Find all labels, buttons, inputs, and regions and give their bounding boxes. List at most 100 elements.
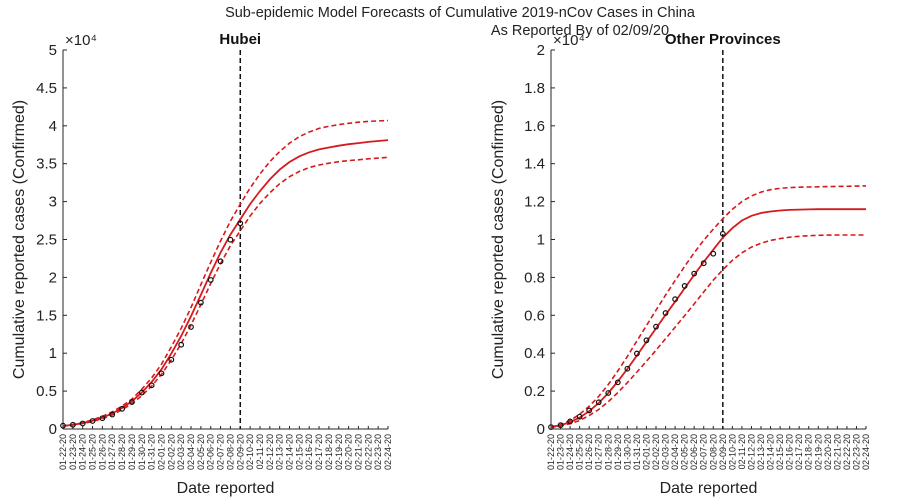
observed-point (557, 422, 564, 429)
x-tick-label: 02-13-20 (275, 434, 285, 470)
observed-point (178, 341, 185, 348)
x-axis-label: Date reported (660, 480, 758, 497)
observed-point (158, 370, 165, 377)
x-tick-label: 02-01-20 (641, 434, 651, 470)
model-fit-line (550, 208, 866, 428)
x-tick-label: 01-22-20 (58, 434, 68, 470)
x-tick-label: 02-16-20 (304, 434, 314, 470)
x-tick-label: 02-11-20 (737, 434, 747, 469)
y-tick-label: 0 (49, 421, 57, 438)
x-tick-label: 02-09-20 (235, 434, 245, 470)
y-axis-label: Cumulative reported cases (Confirmed) (11, 100, 28, 379)
observed-point (691, 270, 698, 277)
y-tick-label: 3 (49, 194, 57, 211)
y-tick-label: 4 (49, 118, 57, 135)
observed-point (662, 310, 669, 316)
y-tick-label: 2 (49, 269, 57, 286)
x-tick-label: 02-13-20 (756, 434, 766, 470)
observed-point (207, 277, 214, 283)
x-tick-label: 02-12-20 (265, 434, 275, 470)
observed-point (129, 399, 135, 405)
y-tick-label: 1.2 (524, 194, 545, 211)
observed-point (576, 413, 583, 420)
observed-point (710, 250, 717, 257)
x-tick-label: 01-31-20 (147, 434, 157, 470)
upper-bound-line (550, 185, 867, 428)
observed-point (188, 324, 194, 330)
y-tick-label: 3.5 (36, 156, 57, 173)
x-tick-label: 01-24-20 (78, 434, 88, 470)
x-tick-label: 02-06-20 (206, 434, 216, 470)
x-tick-label: 02-04-20 (186, 434, 196, 470)
observed-point (653, 323, 659, 330)
x-tick-label: 02-04-20 (670, 434, 680, 470)
y-tick-label: 0.6 (524, 307, 545, 324)
x-tick-label: 01-30-20 (137, 434, 147, 470)
x-tick-label: 02-17-20 (314, 434, 324, 470)
x-tick-label: 01-24-20 (565, 434, 575, 470)
observed-point (60, 422, 66, 429)
x-tick-label: 02-18-20 (324, 434, 334, 470)
x-tick-label: 02-07-20 (216, 434, 226, 470)
x-tick-label: 02-08-20 (225, 434, 235, 470)
x-tick-label: 02-16-20 (785, 434, 795, 470)
model-fit-line (62, 139, 389, 427)
observed-point (567, 418, 573, 425)
observed-point (99, 415, 106, 422)
y-multiplier: ×10⁴ (553, 32, 585, 49)
observed-point (197, 299, 204, 306)
observed-point (69, 421, 76, 428)
x-tick-label: 02-01-20 (156, 434, 166, 470)
observed-point (119, 405, 125, 412)
y-axis-label: Cumulative reported cases (Confirmed) (490, 100, 507, 379)
x-tick-label: 02-05-20 (680, 434, 690, 470)
x-tick-label: 02-06-20 (689, 434, 699, 470)
x-tick-label: 02-07-20 (699, 434, 709, 470)
observed-point (700, 260, 707, 267)
x-tick-label: 02-14-20 (285, 434, 295, 470)
x-axis-label: Date reported (177, 480, 275, 497)
y-tick-label: 1 (49, 345, 57, 362)
y-tick-label: 0 (537, 421, 545, 438)
x-tick-label: 02-24-20 (383, 434, 393, 470)
observed-point (614, 379, 621, 386)
x-tick-label: 02-20-20 (823, 434, 833, 470)
y-tick-label: 2 (537, 42, 545, 59)
x-tick-label: 02-14-20 (766, 434, 776, 470)
x-tick-label: 02-15-20 (294, 434, 304, 470)
x-tick-label: 02-03-20 (176, 434, 186, 470)
y-tick-label: 2.5 (36, 232, 57, 249)
x-tick-label: 01-22-20 (546, 434, 556, 470)
observed-point (719, 230, 726, 237)
x-tick-label: 01-26-20 (97, 434, 107, 470)
panel-title: Other Provinces (665, 31, 781, 48)
observed-point (109, 411, 116, 418)
observed-point (148, 382, 155, 389)
lower-bound-line (62, 156, 389, 427)
x-tick-label: 02-21-20 (353, 434, 363, 470)
x-tick-label: 01-28-20 (117, 434, 127, 470)
x-tick-label: 02-23-20 (851, 434, 861, 470)
y-tick-label: 1.5 (36, 307, 57, 324)
y-tick-label: 5 (49, 42, 57, 59)
y-tick-label: 1 (537, 232, 545, 249)
figure-subtitle: As Reported By of 02/09/20 (490, 23, 670, 39)
x-tick-label: 01-23-20 (68, 434, 78, 470)
observed-point (586, 407, 593, 414)
x-tick-label: 01-27-20 (107, 434, 117, 470)
x-tick-label: 02-20-20 (344, 434, 354, 470)
lower-bound-line (550, 234, 866, 428)
x-tick-label: 02-08-20 (708, 434, 718, 470)
observed-point (138, 389, 145, 396)
y-multiplier: ×10⁴ (65, 32, 97, 49)
y-tick-label: 0.5 (36, 383, 57, 400)
panel-1: 0 0.5 1 1.5 2 2.5 3 3.5 4 4.5 5 ×10⁴ 01-22-20 01-23-2… (11, 31, 393, 497)
observed-point (79, 420, 86, 427)
x-tick-label: 01-29-20 (127, 434, 137, 470)
observed-point (89, 418, 96, 424)
x-tick-label: 02-02-20 (166, 434, 176, 470)
y-tick-label: 1.6 (524, 118, 545, 135)
y-tick-label: 4.5 (36, 80, 57, 97)
observed-point (605, 390, 612, 396)
